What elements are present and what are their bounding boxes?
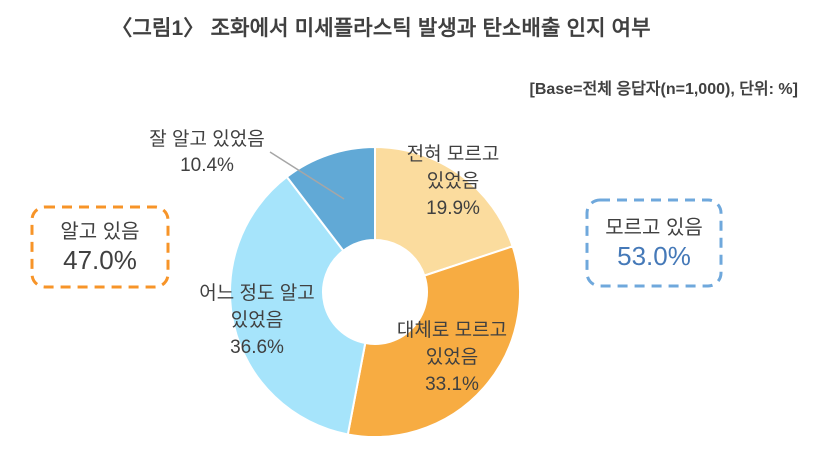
pie-slice-2 bbox=[229, 175, 367, 436]
slice-label-never-knew: 전혀 모르고 있었음 19.9% bbox=[373, 141, 533, 222]
pie-slice-0 bbox=[374, 146, 514, 277]
slice-value: 10.4% bbox=[180, 155, 234, 176]
dont-know-box-frame bbox=[585, 198, 723, 288]
base-note: [Base=전체 응답자(n=1,000), 단위: %] bbox=[529, 81, 798, 98]
pie-slice-1 bbox=[346, 245, 521, 438]
slice-value: 33.1% bbox=[425, 374, 479, 395]
figure-title: 〈그림1〉 조화에서 미세플라스틱 발생과 탄소배출 인지 여부 bbox=[111, 17, 651, 40]
dont-know-summary-box: 모르고 있음 53.0% bbox=[585, 198, 723, 288]
know-box-frame bbox=[30, 205, 170, 289]
slice-label-mostly-unaware: 대체로 모르고 있었음 33.1% bbox=[372, 317, 532, 398]
know-box-rect bbox=[30, 205, 170, 289]
slice-value: 36.6% bbox=[230, 337, 284, 358]
dont-know-box-rect bbox=[585, 198, 723, 288]
slice-label-knew-well: 잘 알고 있었음 10.4% bbox=[127, 127, 287, 179]
dont-know-value: 53.0% bbox=[617, 240, 691, 271]
dont-know-box-label: 모르고 있음 bbox=[605, 216, 703, 239]
know-summary-box: 알고 있음 47.0% bbox=[30, 205, 170, 289]
know-box-value: 47.0% bbox=[63, 244, 137, 275]
know-box-label: 알고 있음 bbox=[60, 220, 140, 243]
slice-label-somewhat-knew: 어느 정도 알고 있었음 36.6% bbox=[177, 280, 337, 361]
donut-chart bbox=[229, 146, 521, 438]
slice-value: 19.9% bbox=[426, 198, 480, 219]
